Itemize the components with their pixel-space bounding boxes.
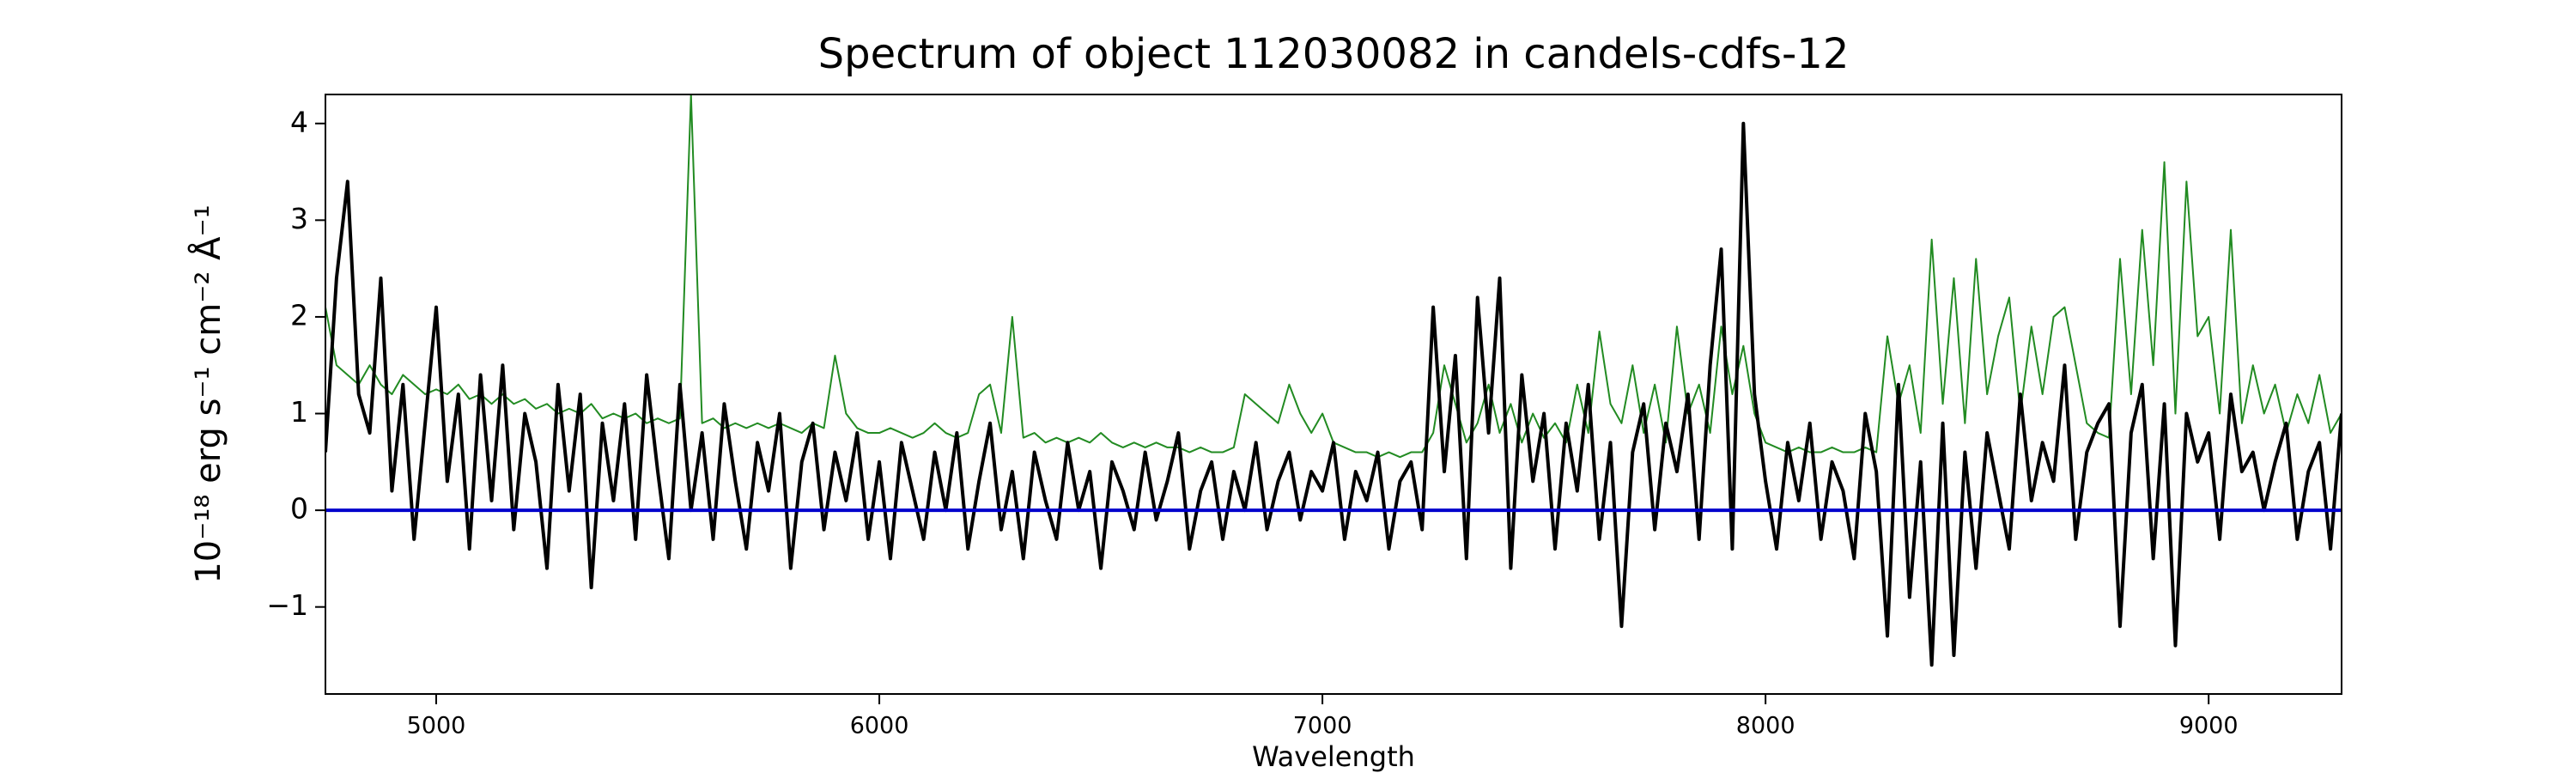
y-tick-label: 0 — [290, 492, 308, 526]
chart-title: Spectrum of object 112030082 in candels-… — [818, 30, 1850, 78]
y-tick-label: −1 — [266, 588, 308, 622]
y-tick-label: 3 — [290, 202, 308, 235]
y-tick-label: 2 — [290, 298, 308, 332]
y-axis-label: 10⁻¹⁸ erg s⁻¹ cm⁻² Å⁻¹ — [187, 204, 228, 583]
x-tick-label: 7000 — [1293, 713, 1352, 740]
x-tick-label: 5000 — [407, 713, 466, 740]
plot-frame — [325, 94, 2342, 695]
x-tick-label: 9000 — [2179, 713, 2239, 740]
spectrum-line — [325, 94, 2342, 459]
x-tick-label: 8000 — [1736, 713, 1795, 740]
x-tick-label: 6000 — [850, 713, 909, 740]
y-tick-label: 4 — [290, 105, 308, 138]
spectrum-line — [325, 121, 2342, 667]
y-tick-label: 1 — [290, 395, 308, 429]
x-axis-label: Wavelength — [1252, 740, 1415, 773]
